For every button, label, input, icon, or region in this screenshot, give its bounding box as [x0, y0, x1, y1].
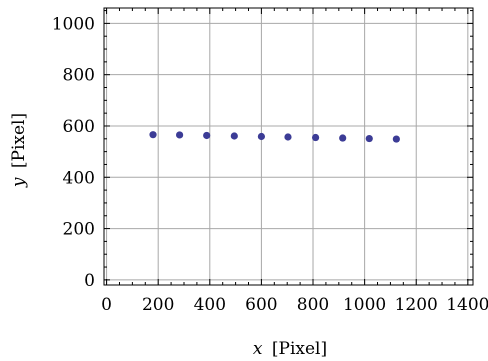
y-tick-label: 0: [84, 271, 95, 291]
y-tick-labels: 0 200 400 600 800 1000: [52, 14, 95, 290]
data-point: [392, 135, 400, 143]
data-points: [149, 131, 400, 143]
y-tick-label: 600: [63, 117, 95, 137]
data-point: [257, 132, 266, 141]
data-point: [230, 132, 238, 140]
data-point: [176, 131, 184, 139]
x-tick-label: 1200: [395, 295, 438, 315]
x-tick-label: 400: [194, 295, 226, 315]
x-tick-label: 600: [245, 295, 277, 315]
x-tick-label: 200: [142, 295, 174, 315]
x-axis-variable: x: [253, 339, 263, 359]
y-tick-label: 800: [63, 66, 95, 86]
y-tick-label: 1000: [52, 14, 95, 34]
grid-lines: [104, 8, 473, 285]
x-axis-label: x [Pixel]: [253, 339, 327, 359]
x-tick-label: 800: [297, 295, 329, 315]
x-tick-label: 0: [101, 295, 112, 315]
data-point: [311, 133, 320, 142]
y-tick-label: 400: [63, 168, 95, 188]
axis-ticks: [104, 8, 473, 285]
data-point: [284, 133, 292, 141]
x-axis-unit: [Pixel]: [272, 339, 327, 359]
x-tick-label: 1400: [446, 295, 488, 315]
x-tick-labels: 0 200 400 600 800 1000 1200 1400: [101, 295, 488, 315]
y-axis-unit: [Pixel]: [9, 113, 29, 168]
y-axis-variable: y: [9, 177, 29, 188]
y-axis-label: y [Pixel]: [9, 113, 29, 188]
y-tick-label: 200: [63, 220, 95, 240]
data-point: [339, 134, 347, 142]
plot-frame: [103, 7, 474, 286]
data-point: [365, 134, 373, 143]
x-tick-label: 1000: [343, 295, 386, 315]
data-point: [149, 131, 157, 139]
data-point: [203, 131, 211, 140]
